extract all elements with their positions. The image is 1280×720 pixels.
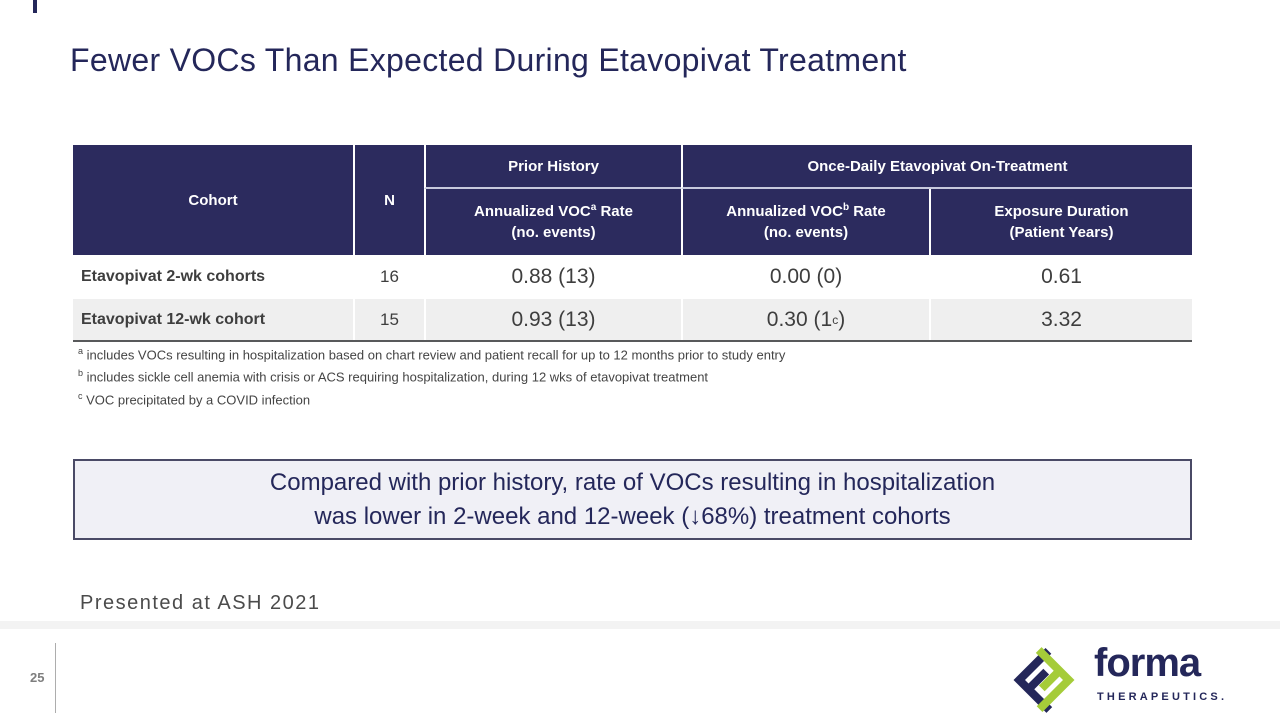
col-header-cohort: Cohort (188, 191, 238, 209)
forma-wordmark: forma (1094, 641, 1201, 685)
exposure-units: (Patient Years) (1009, 224, 1114, 241)
exposure-cell: 0.61 (929, 255, 1192, 299)
callout-line-2: was lower in 2-week and 12-week (↓68%) t… (314, 502, 951, 530)
treatment-rate-cell: 0.00 (0) (681, 255, 929, 299)
voc-table-header: Cohort N Prior History Once-Daily Etavop… (73, 145, 1192, 255)
callout-line-1: Compared with prior history, rate of VOC… (269, 468, 996, 496)
forma-logo-mark-icon (1013, 647, 1075, 713)
footnote-a-marker: a (78, 346, 84, 356)
footnote-c-marker: c (78, 390, 83, 401)
treat-rate-label-suffix: Rate (849, 203, 886, 220)
treat-rate-units: (no. events) (763, 224, 849, 241)
col-header-prior-voc-rate: Annualized VOCa Rate (no. events) (424, 189, 681, 255)
footer-divider-band (0, 621, 1280, 629)
footnote-a: a includes VOCs resulting in hospitaliza… (78, 342, 785, 364)
treatment-rate-value: 0.00 (0) (769, 265, 843, 288)
prior-rate-label: Annualized VOC (474, 203, 591, 220)
footnote-a-text: includes VOCs resulting in hospitalizati… (83, 347, 786, 363)
prior-rate-units: (no. events) (511, 224, 596, 241)
n-cell: 16 (353, 255, 424, 299)
col-header-treatment-voc-rate: Annualized VOCb Rate (no. events) (681, 189, 929, 255)
prior-rate-cell: 0.93 (13) (424, 299, 681, 340)
footnote-b-marker: b (78, 368, 84, 379)
footnote-b: b includes sickle cell anemia with crisi… (78, 364, 785, 386)
cohort-cell: Etavopivat 12-wk cohort (81, 310, 266, 328)
page-number: 25 (30, 670, 45, 685)
table-footnotes: a includes VOCs resulting in hospitaliza… (78, 342, 785, 409)
col-header-exposure-duration: Exposure Duration (Patient Years) (929, 189, 1192, 255)
cohort-cell: Etavopivat 2-wk cohorts (81, 268, 266, 285)
footnote-b-text: includes sickle cell anemia with crisis … (83, 369, 709, 385)
treatment-rate-close: ) (838, 307, 846, 331)
presented-at-text: Presented at ASH 2021 (80, 592, 321, 614)
footer-separator-line (55, 643, 56, 713)
exposure-cell: 3.32 (929, 299, 1192, 340)
col-header-on-treatment: Once-Daily Etavopivat On-Treatment (681, 145, 1192, 189)
voc-table: Cohort N Prior History Once-Daily Etavop… (73, 145, 1192, 342)
prior-rate-cell: 0.88 (13) (424, 255, 681, 299)
forma-logo: forma THERAPEUTICS. (1006, 641, 1238, 715)
footnote-c: c VOC precipitated by a COVID infection (78, 387, 785, 409)
slide-accent-dash (33, 0, 37, 13)
treatment-rate-cell: 0.30 (1 c) (681, 299, 929, 340)
treat-rate-label: Annualized VOC (726, 203, 843, 220)
col-header-prior-history: Prior History (424, 145, 681, 189)
col-header-n: N (353, 145, 424, 255)
forma-therapeutics-subtext: THERAPEUTICS. (1097, 691, 1228, 703)
table-row: Etavopivat 12-wk cohort 15 0.93 (13) 0.3… (73, 299, 1192, 340)
prior-rate-label-suffix: Rate (596, 203, 633, 220)
treatment-rate-value: 0.30 (1 (766, 307, 833, 331)
exposure-label: Exposure Duration (994, 203, 1129, 220)
table-row: Etavopivat 2-wk cohorts 16 0.88 (13) 0.0… (73, 255, 1192, 299)
footnote-marker-a: a (590, 202, 597, 213)
page-title: Fewer VOCs Than Expected During Etavopiv… (70, 42, 907, 78)
n-cell: 15 (353, 299, 424, 340)
summary-callout: Compared with prior history, rate of VOC… (73, 459, 1192, 540)
footnote-marker-b: b (842, 202, 850, 213)
footnote-c-text: VOC precipitated by a COVID infection (82, 391, 311, 407)
